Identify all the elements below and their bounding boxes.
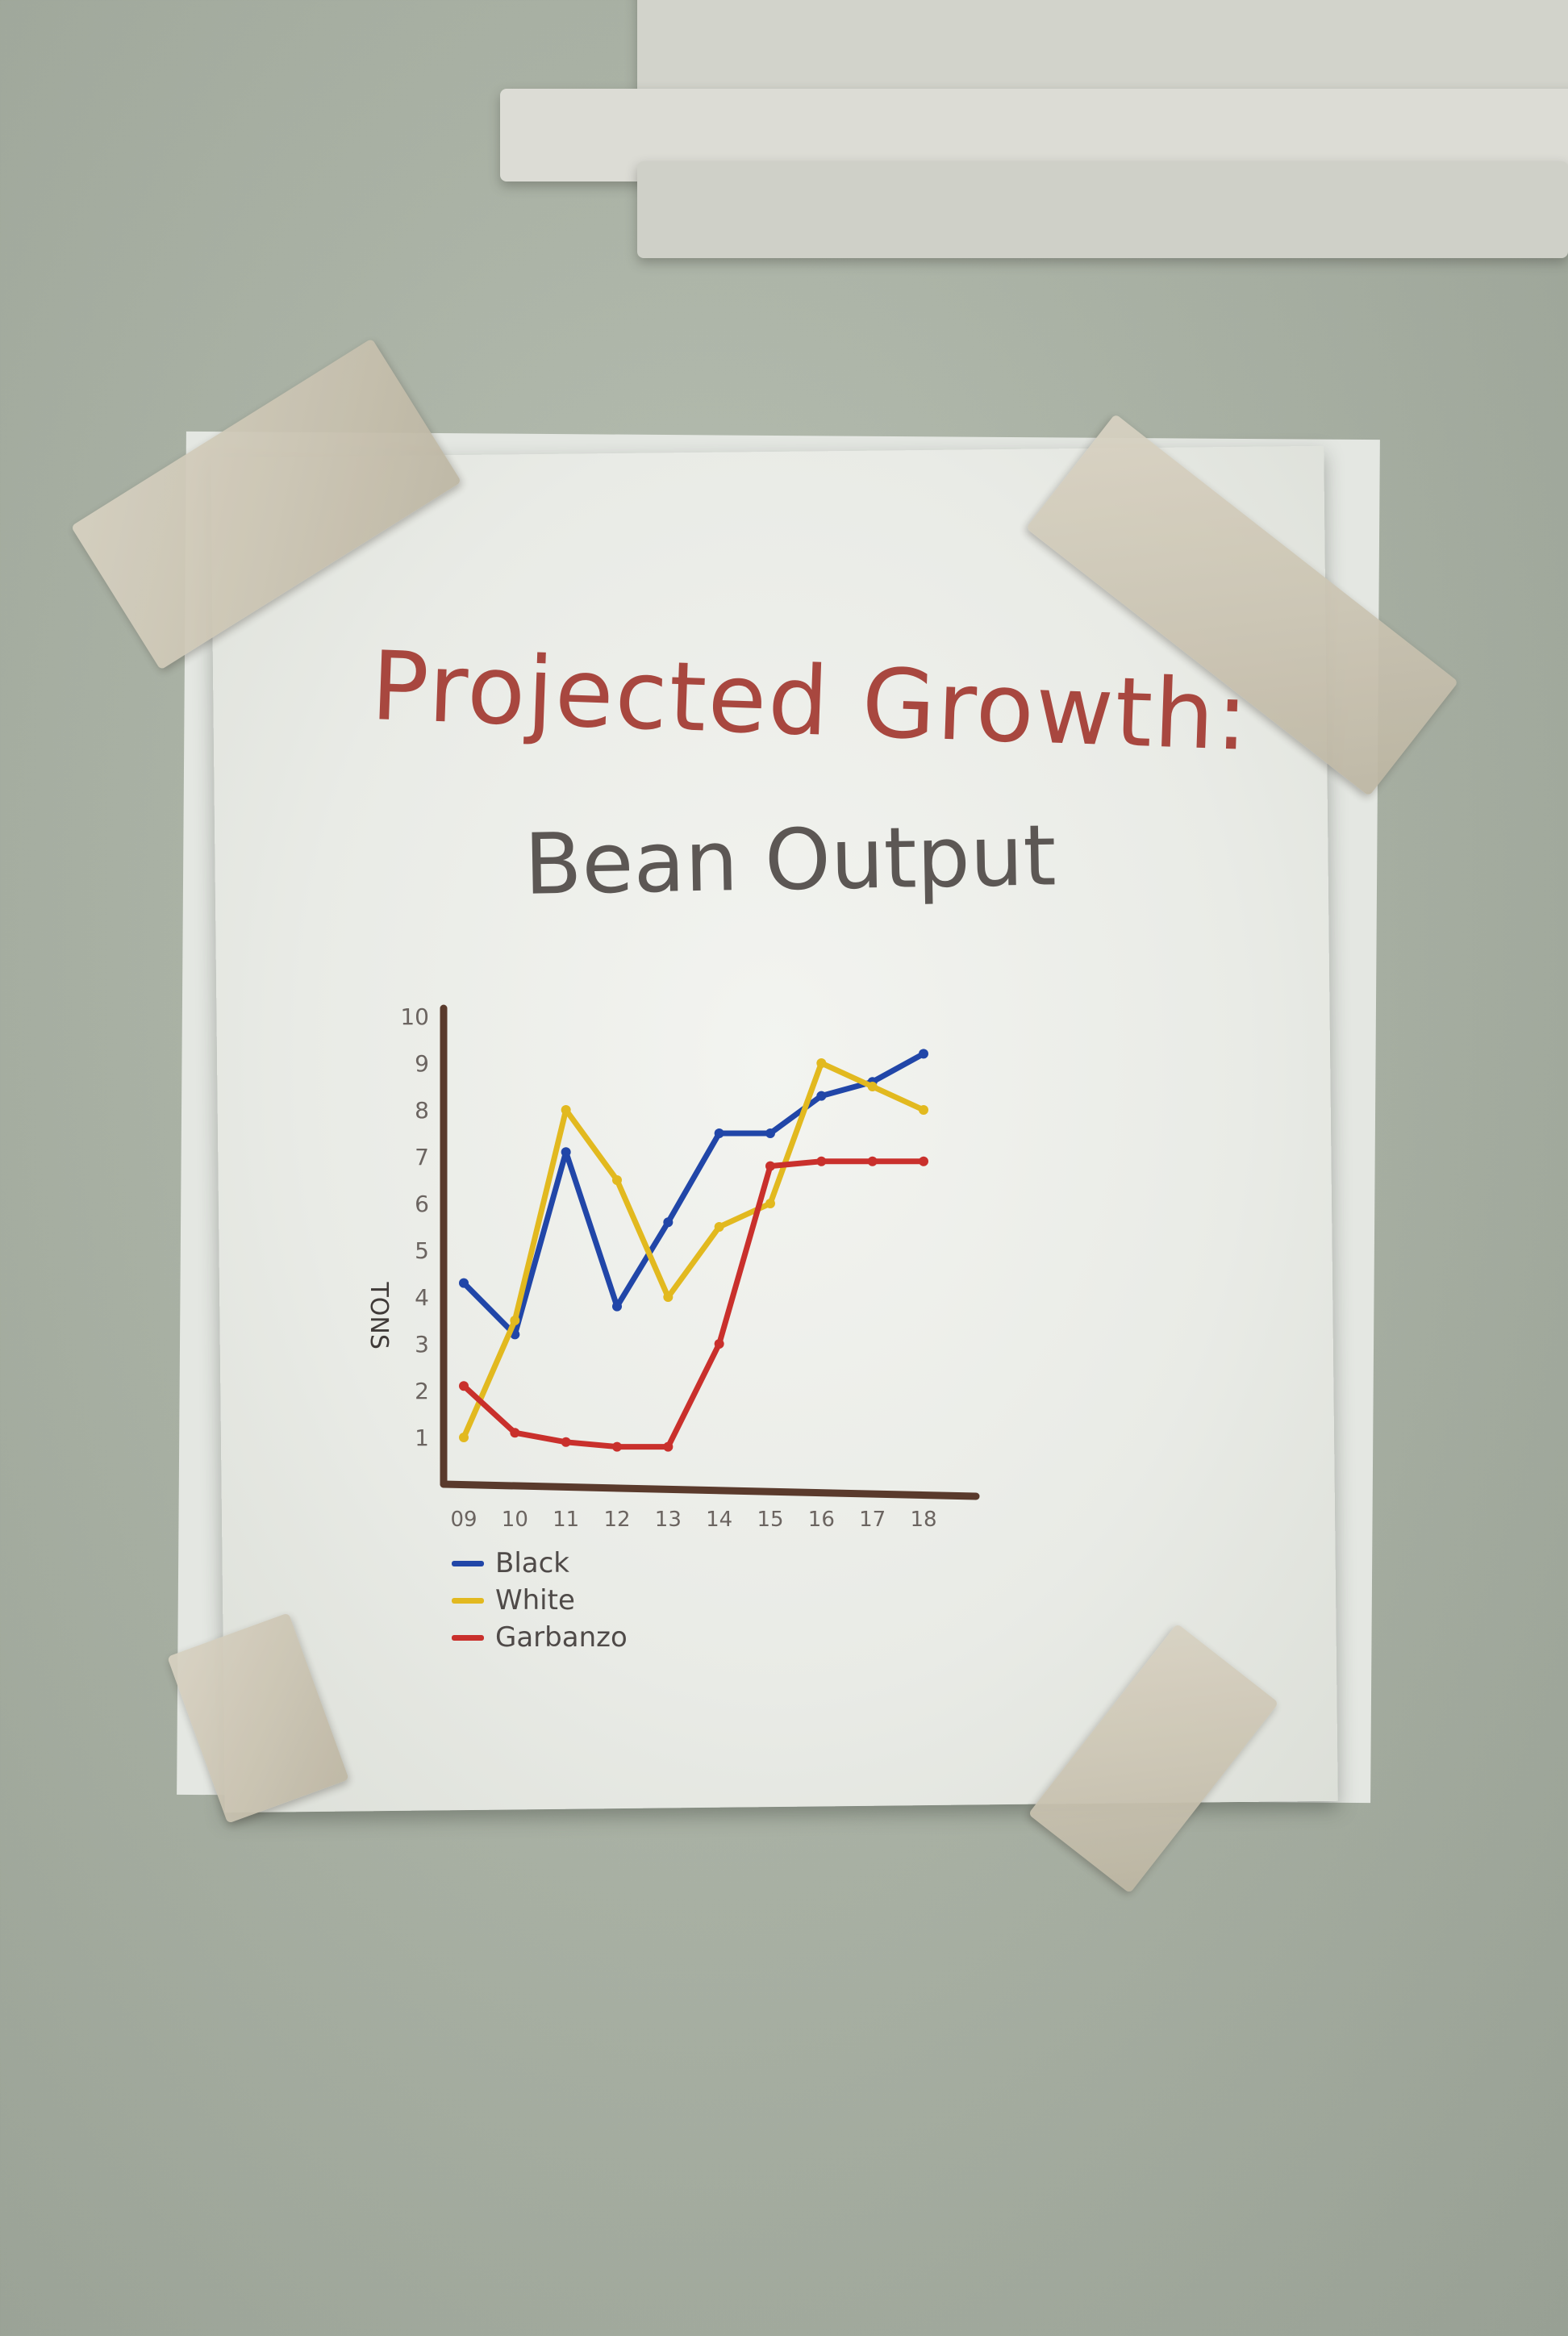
data-point — [510, 1316, 520, 1325]
series-line — [461, 1060, 927, 1441]
data-point — [714, 1339, 724, 1349]
data-point — [612, 1175, 622, 1185]
data-point — [765, 1128, 775, 1138]
folded-cloth-bottom — [637, 161, 1568, 258]
x-axis-line — [440, 1480, 980, 1500]
data-point — [867, 1156, 878, 1166]
x-tick-label: 12 — [603, 1508, 630, 1532]
y-tick-label: 5 — [415, 1237, 429, 1264]
series-line — [461, 1158, 927, 1450]
data-point — [765, 1199, 775, 1208]
data-point — [510, 1428, 520, 1438]
data-point — [919, 1105, 928, 1115]
legend-item-garbanzo: Garbanzo — [452, 1619, 628, 1656]
legend-item-white: White — [452, 1582, 628, 1619]
data-point — [919, 1156, 928, 1166]
y-tick-label: 7 — [415, 1144, 429, 1170]
data-point — [561, 1105, 571, 1115]
series-line — [461, 1050, 927, 1337]
data-point — [459, 1278, 469, 1288]
data-point — [663, 1441, 673, 1452]
data-point — [459, 1433, 469, 1442]
legend-swatch — [452, 1597, 484, 1604]
data-point — [663, 1217, 673, 1228]
x-tick-label: 18 — [910, 1508, 936, 1532]
chart-legend: Black White Garbanzo — [452, 1545, 628, 1656]
data-point — [714, 1128, 724, 1138]
data-point — [561, 1437, 571, 1447]
legend-label: White — [495, 1584, 575, 1616]
y-tick-label: 10 — [400, 1003, 429, 1030]
y-tick-label: 6 — [415, 1191, 429, 1217]
data-point — [459, 1381, 469, 1391]
legend-swatch — [452, 1560, 484, 1566]
legend-item-black: Black — [452, 1545, 628, 1582]
y-tick-label: 1 — [415, 1425, 429, 1451]
data-point — [714, 1222, 724, 1232]
y-tick-label: 8 — [415, 1097, 429, 1124]
data-point — [561, 1147, 571, 1158]
y-tick-label: 9 — [415, 1050, 429, 1077]
data-point — [765, 1161, 775, 1171]
data-point — [816, 1058, 827, 1068]
data-point — [612, 1441, 622, 1452]
poster-subtitle: Bean Output — [523, 806, 1057, 914]
x-tick-label: 13 — [655, 1508, 682, 1532]
legend-label: Garbanzo — [495, 1621, 628, 1654]
data-point — [919, 1049, 928, 1059]
legend-swatch — [452, 1634, 484, 1641]
y-tick-label: 4 — [415, 1284, 429, 1311]
x-tick-label: 10 — [502, 1508, 528, 1532]
x-tick-label: 11 — [553, 1508, 579, 1532]
data-point — [612, 1301, 622, 1312]
data-point — [663, 1292, 673, 1302]
data-point — [867, 1082, 878, 1091]
x-tick-label: 16 — [808, 1508, 835, 1532]
x-tick-label: 17 — [859, 1508, 886, 1532]
data-point — [816, 1156, 827, 1166]
x-tick-label: 14 — [706, 1508, 732, 1532]
y-tick-label: 3 — [415, 1331, 429, 1358]
legend-label: Black — [495, 1547, 569, 1579]
y-tick-label: 2 — [415, 1378, 429, 1404]
x-tick-label: 15 — [757, 1508, 783, 1532]
data-point — [816, 1091, 827, 1101]
y-axis-label: TONS — [365, 1281, 393, 1349]
x-tick-label: 09 — [450, 1508, 477, 1532]
